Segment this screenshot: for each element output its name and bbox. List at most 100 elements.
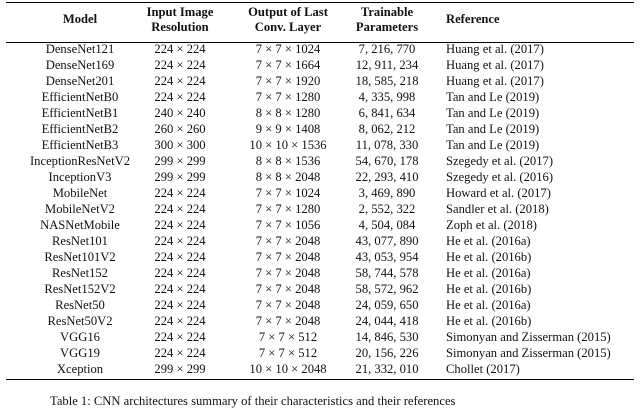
reference-cell: Huang et al. (2017) — [446, 58, 544, 72]
model-cell: EfficientNetB0 — [41, 90, 119, 104]
params-cell: 43, 077, 890 — [355, 234, 419, 248]
params-cell: 11, 078, 330 — [355, 138, 419, 152]
reference-cell: Tan and Le (2019) — [446, 90, 540, 104]
output-cell: 7 × 7 × 2048 — [255, 298, 321, 312]
params-cell: 7, 216, 770 — [358, 42, 416, 56]
output-cell: 7 × 7 × 2048 — [255, 314, 321, 328]
model-cell: DenseNet121 — [45, 42, 115, 56]
resolution-cell: 299 × 299 — [154, 362, 206, 376]
output-cell: 7 × 7 × 512 — [258, 346, 318, 360]
model-cell: MobileNet — [52, 186, 108, 200]
model-cell: ResNet152 — [52, 266, 108, 280]
reference-cell: Chollet (2017) — [446, 362, 520, 376]
resolution-cell: 224 × 224 — [154, 234, 206, 248]
output-cell: 7 × 7 × 1664 — [255, 58, 321, 72]
reference-cell: Zoph et al. (2018) — [446, 218, 537, 232]
reference-cell: He et al. (2016b) — [446, 250, 532, 264]
output-cell: 7 × 7 × 2048 — [255, 282, 321, 296]
header-output: Output of Last Conv. Layer — [248, 5, 328, 34]
bottom-rule — [6, 379, 634, 380]
output-cell: 7 × 7 × 512 — [258, 330, 318, 344]
resolution-cell: 224 × 224 — [154, 58, 206, 72]
resolution-cell: 224 × 224 — [154, 282, 206, 296]
output-cell: 8 × 8 × 2048 — [255, 170, 321, 184]
resolution-cell: 224 × 224 — [154, 250, 206, 264]
header-params: Trainable Parameters — [355, 5, 419, 34]
model-cell: EfficientNetB1 — [41, 106, 119, 120]
output-cell: 8 × 8 × 1280 — [255, 106, 321, 120]
params-cell: 14, 846, 530 — [355, 330, 419, 344]
reference-cell: He et al. (2016a) — [446, 298, 531, 312]
header-model: Model — [62, 12, 98, 26]
params-cell: 4, 504, 084 — [358, 218, 416, 232]
model-cell: DenseNet169 — [45, 58, 115, 72]
reference-cell: He et al. (2016a) — [446, 234, 531, 248]
resolution-cell: 299 × 299 — [154, 170, 206, 184]
resolution-cell: 224 × 224 — [154, 186, 206, 200]
output-cell: 7 × 7 × 2048 — [255, 266, 321, 280]
model-cell: VGG16 — [60, 330, 100, 344]
model-cell: EfficientNetB2 — [41, 122, 119, 136]
reference-cell: He et al. (2016b) — [446, 314, 532, 328]
output-cell: 7 × 7 × 1920 — [255, 74, 321, 88]
output-cell: 8 × 8 × 1536 — [255, 154, 321, 168]
reference-cell: Tan and Le (2019) — [446, 106, 540, 120]
params-cell: 58, 744, 578 — [355, 266, 419, 280]
output-cell: 7 × 7 × 1280 — [255, 90, 321, 104]
output-cell: 7 × 7 × 2048 — [255, 250, 321, 264]
output-cell: 7 × 7 × 1280 — [255, 202, 321, 216]
resolution-cell: 224 × 224 — [154, 218, 206, 232]
model-cell: ResNet101V2 — [44, 250, 116, 264]
top-rule — [6, 2, 634, 3]
resolution-cell: 224 × 224 — [154, 314, 206, 328]
params-cell: 22, 293, 410 — [355, 170, 419, 184]
params-cell: 43, 053, 954 — [355, 250, 419, 264]
reference-cell: Sandler et al. (2018) — [446, 202, 549, 216]
output-cell: 9 × 9 × 1408 — [255, 122, 321, 136]
params-cell: 24, 044, 418 — [355, 314, 419, 328]
resolution-cell: 224 × 224 — [154, 42, 206, 56]
output-cell: 7 × 7 × 1024 — [255, 186, 321, 200]
output-cell: 7 × 7 × 1056 — [255, 218, 321, 232]
reference-cell: Tan and Le (2019) — [446, 138, 540, 152]
model-cell: DenseNet201 — [45, 74, 115, 88]
resolution-cell: 224 × 224 — [154, 74, 206, 88]
reference-cell: He et al. (2016a) — [446, 266, 531, 280]
params-cell: 8, 062, 212 — [358, 122, 416, 136]
reference-cell: Szegedy et al. (2016) — [446, 170, 554, 184]
model-cell: InceptionResNetV2 — [29, 154, 131, 168]
params-cell: 54, 670, 178 — [355, 154, 419, 168]
params-cell: 6, 841, 634 — [358, 106, 416, 120]
output-cell: 10 × 10 × 1536 — [249, 138, 327, 152]
output-cell: 7 × 7 × 2048 — [255, 234, 321, 248]
params-cell: 24, 059, 650 — [355, 298, 419, 312]
output-cell: 7 × 7 × 1024 — [255, 42, 321, 56]
header-resolution: Input Image Resolution — [146, 5, 214, 34]
resolution-cell: 300 × 300 — [154, 138, 206, 152]
model-cell: InceptionV3 — [48, 170, 112, 184]
resolution-cell: 224 × 224 — [154, 298, 206, 312]
model-cell: ResNet50V2 — [47, 314, 113, 328]
resolution-cell: 224 × 224 — [154, 202, 206, 216]
params-cell: 3, 469, 890 — [358, 186, 416, 200]
model-cell: ResNet152V2 — [44, 282, 116, 296]
model-cell: ResNet101 — [52, 234, 108, 248]
params-cell: 21, 332, 010 — [355, 362, 419, 376]
reference-cell: Szegedy et al. (2017) — [446, 154, 554, 168]
header-reference: Reference — [446, 12, 500, 26]
reference-cell: Howard et al. (2017) — [446, 186, 551, 200]
reference-cell: Huang et al. (2017) — [446, 42, 544, 56]
model-cell: VGG19 — [60, 346, 100, 360]
reference-cell: Simonyan and Zisserman (2015) — [446, 330, 611, 344]
resolution-cell: 260 × 260 — [154, 122, 206, 136]
resolution-cell: 224 × 224 — [154, 330, 206, 344]
model-cell: ResNet50 — [55, 298, 105, 312]
resolution-cell: 224 × 224 — [154, 90, 206, 104]
reference-cell: He et al. (2016b) — [446, 282, 532, 296]
model-cell: MobileNetV2 — [45, 202, 115, 216]
mid-rule — [6, 42, 634, 43]
model-cell: NASNetMobile — [40, 218, 120, 232]
output-cell: 10 × 10 × 2048 — [249, 362, 327, 376]
params-cell: 18, 585, 218 — [355, 74, 419, 88]
params-cell: 58, 572, 962 — [355, 282, 419, 296]
